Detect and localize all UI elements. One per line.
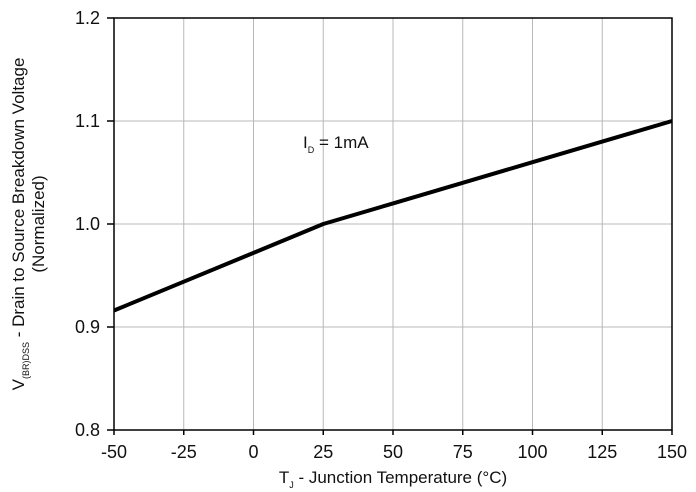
y-tick-label: 1.2: [75, 8, 100, 28]
y-tick-label: 1.1: [75, 111, 100, 131]
annotation-rest: = 1mA: [314, 133, 369, 152]
x-tick-label: 75: [453, 442, 473, 462]
y-axis-title: V(BR)DSS - Drain to Source Breakdown Vol…: [9, 58, 48, 391]
annotation-subscript: D: [308, 145, 315, 155]
x-axis-title-subscript: J: [289, 480, 294, 490]
x-tick-label: 125: [587, 442, 617, 462]
y-axis-title-line1-rest: - Drain to Source Breakdown Voltage: [9, 58, 28, 342]
plot-frame: [107, 17, 673, 435]
y-axis-title-line1-subscript: (BR)DSS: [21, 342, 31, 379]
y-axis-title-line1: V(BR)DSS - Drain to Source Breakdown Vol…: [9, 58, 31, 391]
y-axis-title-line2: (Normalized): [29, 175, 48, 272]
x-axis-title: TJ - Junction Temperature (°C): [279, 468, 507, 490]
x-tick-label: 50: [383, 442, 403, 462]
x-axis-title-main: T: [279, 468, 289, 487]
y-axis-title-line1-main: V: [9, 378, 28, 390]
y-tick-label: 0.8: [75, 420, 100, 440]
series-lines: [113, 119, 673, 313]
annotation-main: I: [303, 133, 308, 152]
x-tick-label: 150: [657, 442, 687, 462]
annotation: ID = 1mA: [303, 133, 369, 155]
grid-lines: [114, 18, 672, 430]
x-tick-label: 100: [517, 442, 547, 462]
tick-labels: 0.8 0.9 1.0 1.1 1.2 -50 -25 0 25 50 75 100 125 150: [75, 8, 687, 462]
x-tick-label: 0: [248, 442, 258, 462]
x-tick-label: -25: [171, 442, 197, 462]
x-axis-title-rest: - Junction Temperature (°C): [294, 468, 507, 487]
y-tick-label: 0.9: [75, 317, 100, 337]
y-tick-label: 1.0: [75, 214, 100, 234]
x-tick-label: -50: [101, 442, 127, 462]
series-line-0: [113, 119, 673, 313]
x-tick-label: 25: [313, 442, 333, 462]
